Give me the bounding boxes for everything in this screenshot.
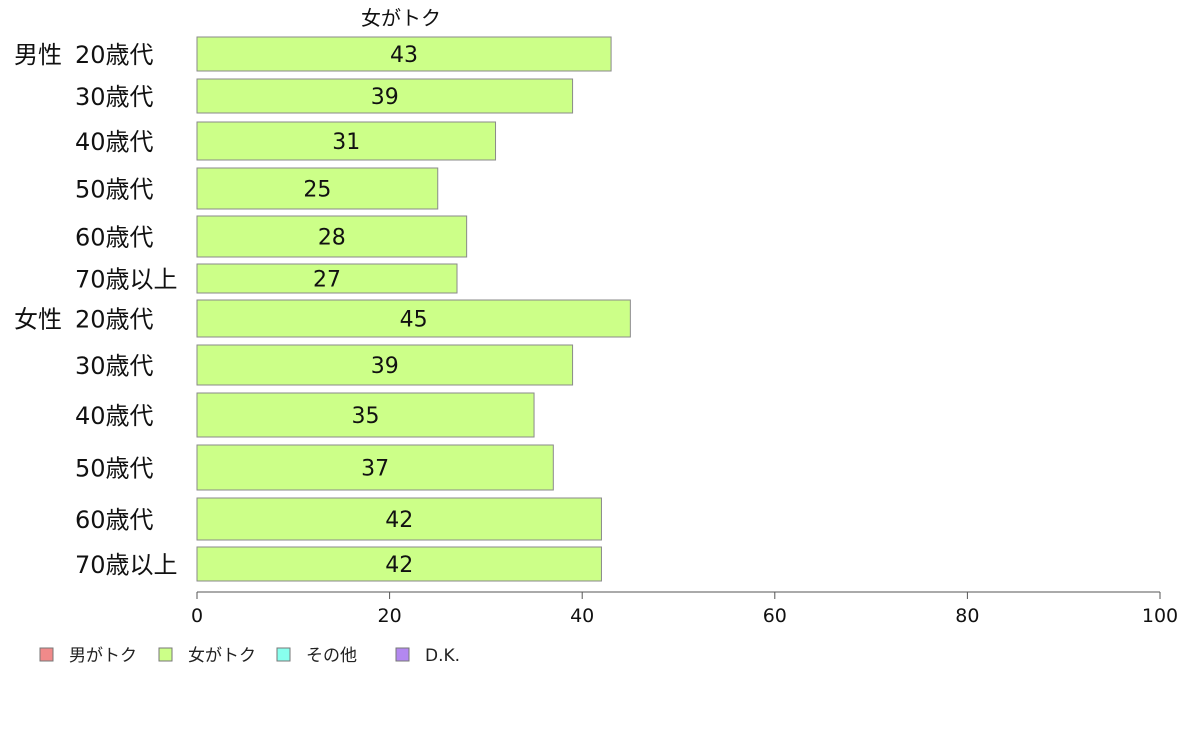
bar-female-4	[196, 497, 602, 541]
bar-value-label: 37	[361, 457, 389, 482]
chart-title: 女がトク	[361, 6, 441, 30]
bar-value-label: 27	[313, 268, 341, 293]
legend-swatch	[39, 647, 54, 662]
category-label: 20歳代	[75, 306, 154, 334]
bar-male-5	[196, 263, 458, 294]
category-label: 70歳以上	[75, 266, 178, 294]
bar-male-0	[196, 36, 612, 72]
category-label: 60歳代	[75, 224, 154, 252]
category-label: 40歳代	[75, 128, 154, 156]
category-label: 60歳代	[75, 506, 154, 534]
bar-value-label: 39	[371, 354, 399, 379]
x-tick-label: 20	[378, 605, 402, 627]
category-label: 30歳代	[75, 352, 154, 380]
category-label: 70歳以上	[75, 551, 178, 579]
legend-label: 女がトク	[188, 646, 256, 666]
bar-value-label: 43	[390, 43, 418, 68]
bar-female-2	[196, 392, 535, 438]
bar-male-4	[196, 215, 468, 258]
legend-swatch	[276, 647, 291, 662]
x-tick-label: 40	[570, 605, 594, 627]
bar-male-2	[196, 121, 497, 161]
bar-value-label: 39	[371, 85, 399, 110]
group-label: 女性	[14, 306, 62, 334]
category-label: 50歳代	[75, 176, 154, 204]
bar-value-label: 28	[318, 226, 346, 251]
bar-value-label: 35	[352, 404, 380, 429]
bar-value-label: 25	[303, 178, 331, 203]
bar-female-3	[196, 444, 554, 491]
bar-value-label: 31	[332, 130, 360, 155]
category-label: 50歳代	[75, 455, 154, 483]
legend: 男がトク 女がトク その他 D.K.	[39, 646, 460, 666]
bar-value-label: 45	[400, 308, 428, 333]
legend-label: D.K.	[425, 646, 460, 666]
category-label: 40歳代	[75, 402, 154, 430]
x-axis: 0 20 40 60 80 100	[191, 591, 1178, 627]
bar-female-0	[196, 299, 631, 338]
bar-female-1	[196, 344, 574, 386]
legend-swatch	[158, 647, 173, 662]
legend-swatch	[395, 647, 410, 662]
bar-male-1	[196, 78, 574, 114]
bar-female-5	[196, 546, 602, 582]
x-tick-label: 60	[763, 605, 787, 627]
legend-label: 男がトク	[69, 646, 137, 666]
bar-value-label: 42	[385, 553, 413, 578]
x-tick-label: 80	[955, 605, 979, 627]
category-label: 30歳代	[75, 83, 154, 111]
bar-male-3	[196, 167, 439, 210]
x-tick-label: 100	[1142, 605, 1178, 627]
x-tick-label: 0	[191, 605, 203, 627]
legend-label: その他	[306, 646, 357, 666]
category-label: 20歳代	[75, 41, 154, 69]
group-label: 男性	[14, 41, 62, 69]
bar-value-label: 42	[385, 508, 413, 533]
